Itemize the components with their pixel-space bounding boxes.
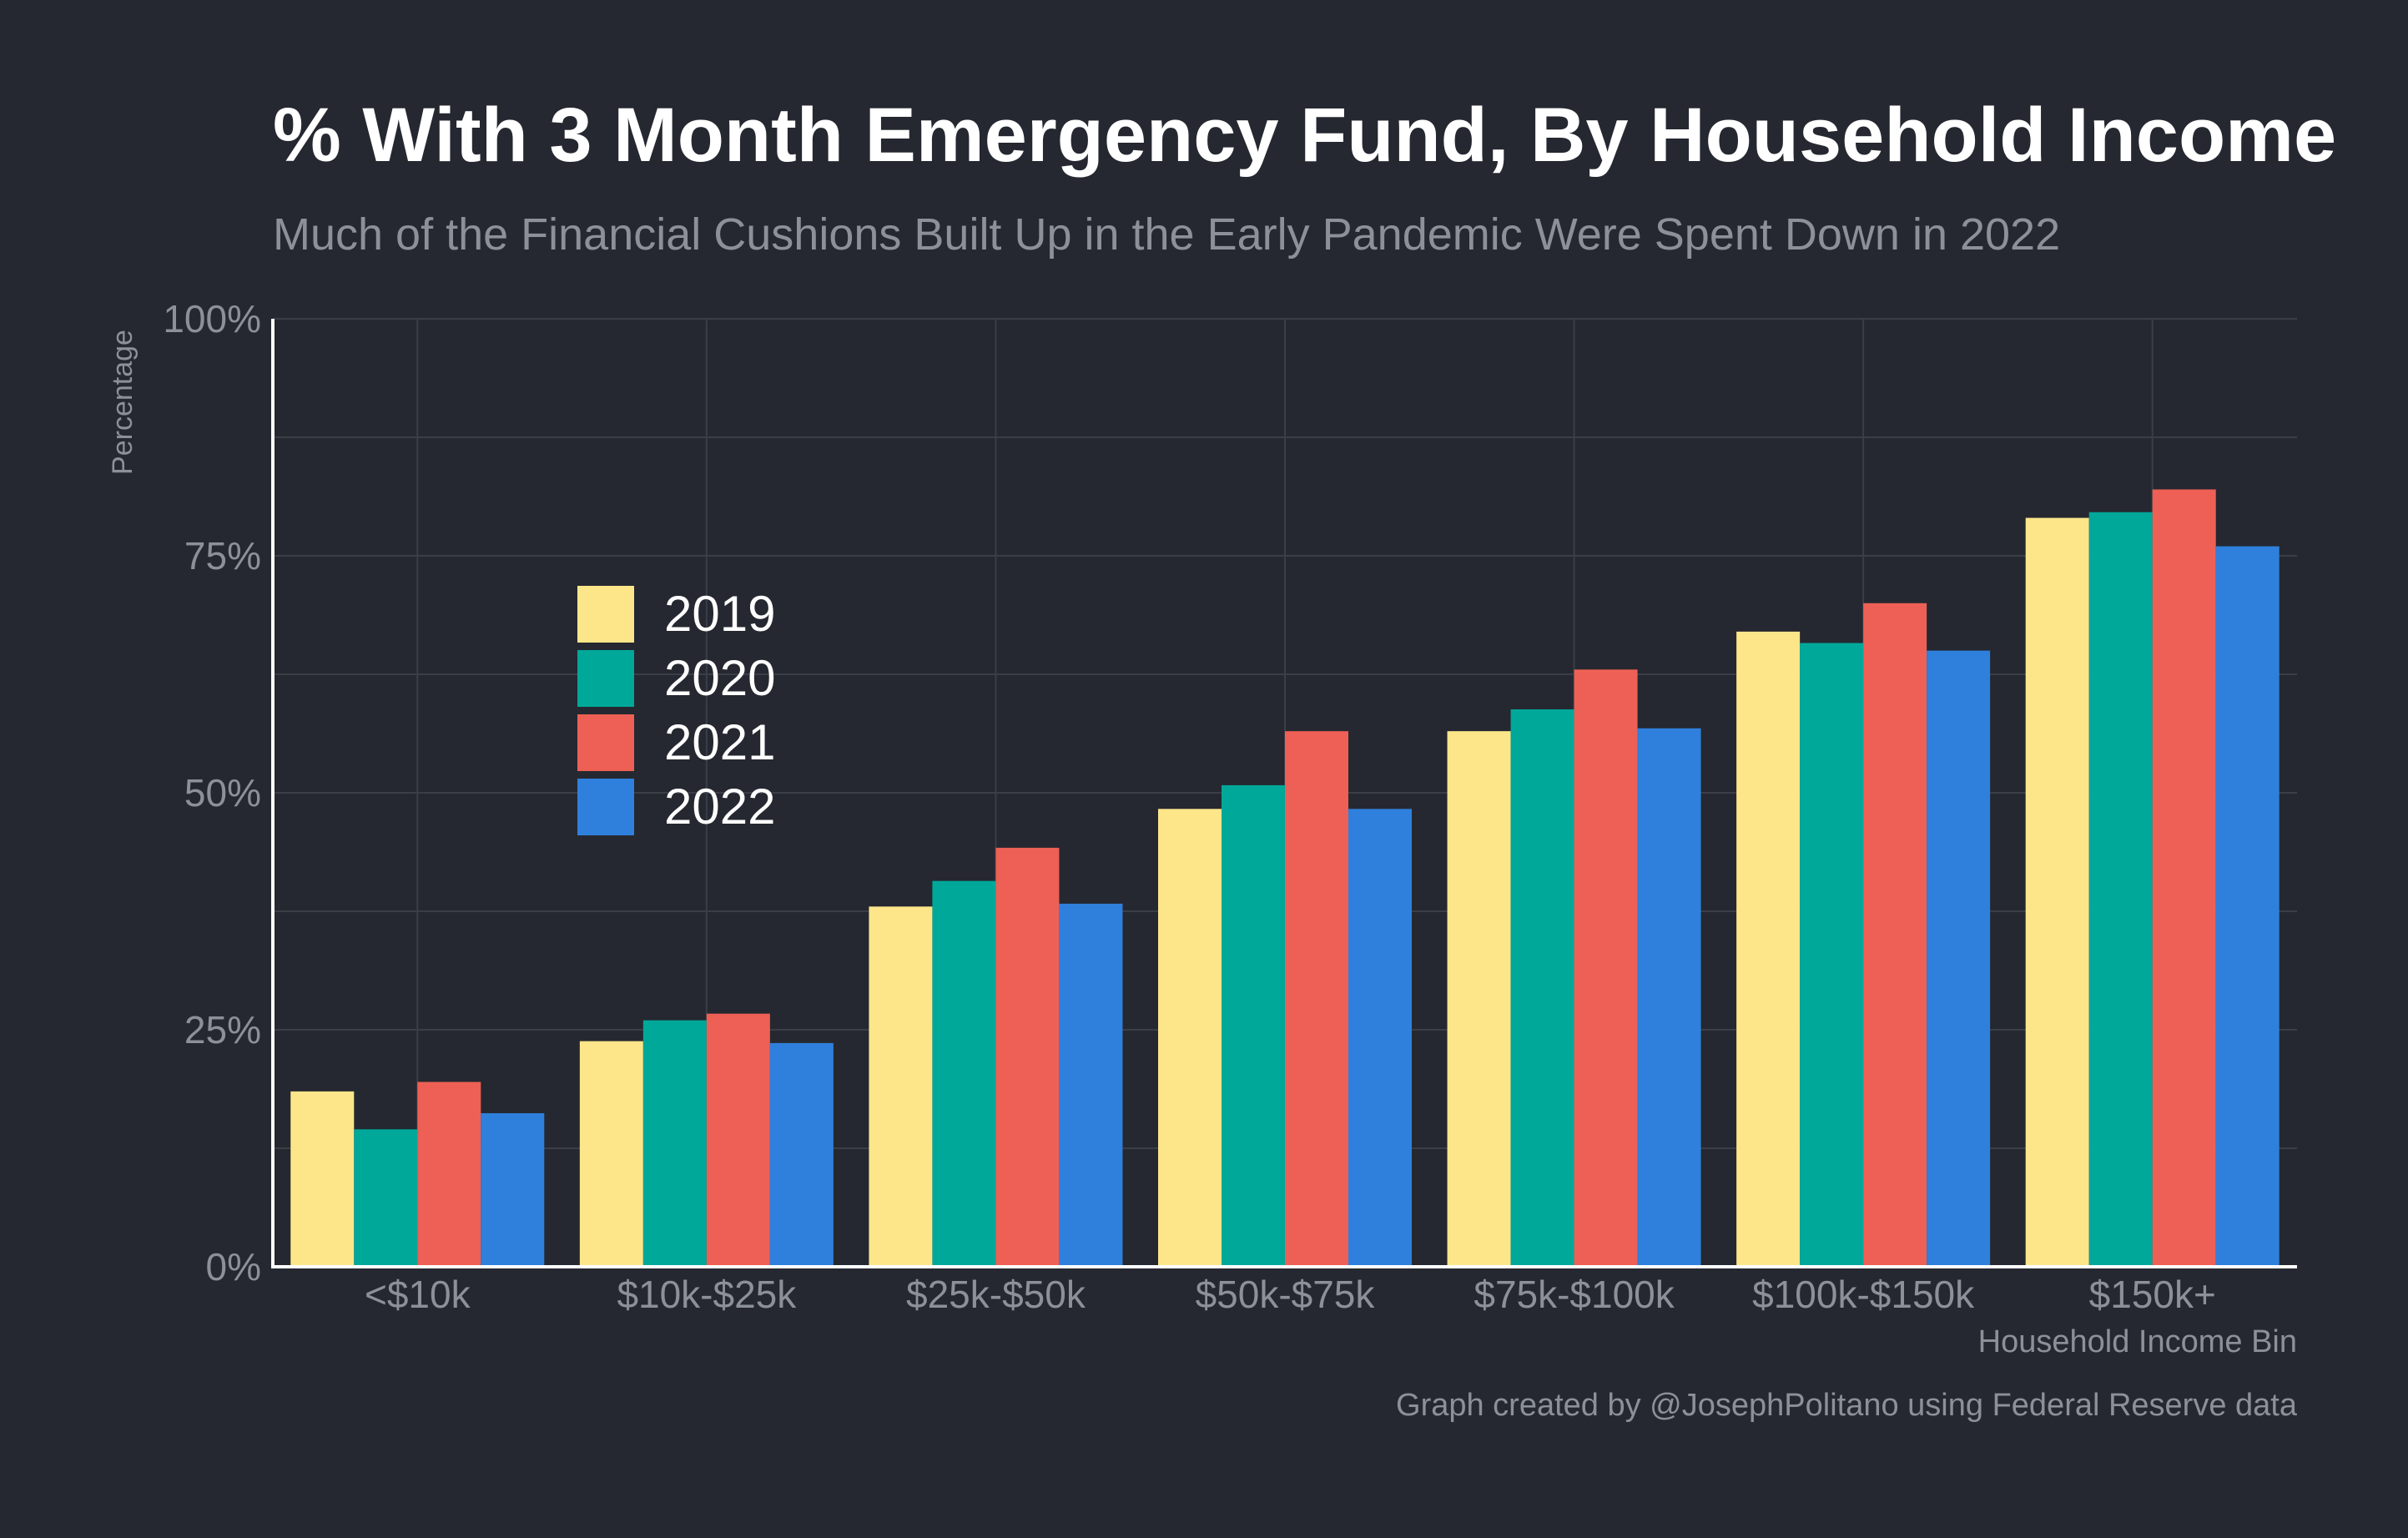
bar-2020-5 — [1800, 643, 1864, 1267]
bar-2022-1 — [769, 1042, 834, 1267]
legend-label-2022: 2022 — [664, 779, 775, 835]
bar-2022-0 — [481, 1112, 545, 1267]
x-tick-label: $100k-$150k — [1752, 1273, 1975, 1316]
bar-2020-3 — [1222, 784, 1285, 1267]
x-tick-label: <$10k — [365, 1273, 471, 1316]
axes — [271, 319, 2297, 1268]
bar-2021-3 — [1285, 731, 1348, 1267]
bar-marks — [290, 489, 2280, 1267]
x-axis-label: Household Income Bin — [1978, 1324, 2297, 1359]
legend-label-2021: 2021 — [664, 714, 775, 770]
legend: 2019 2020 2021 2022 — [577, 586, 775, 835]
legend-swatch-2019 — [577, 586, 634, 643]
legend-swatch-2020 — [577, 650, 634, 707]
bar-2021-6 — [2152, 489, 2216, 1267]
legend-label-2020: 2020 — [664, 650, 775, 706]
bar-2019-2 — [869, 906, 933, 1267]
bar-2021-0 — [417, 1082, 481, 1267]
bar-2021-1 — [706, 1013, 770, 1267]
chart-title: % With 3 Month Emergency Fund, By Househ… — [273, 93, 2337, 178]
bar-2020-4 — [1510, 709, 1574, 1267]
x-tick-label: $10k-$25k — [617, 1273, 797, 1316]
bar-2019-1 — [579, 1041, 643, 1267]
bar-2020-0 — [354, 1129, 418, 1267]
chart-subtitle: Much of the Financial Cushions Built Up … — [273, 209, 2061, 260]
bar-2019-0 — [290, 1091, 355, 1267]
bar-2022-6 — [2215, 546, 2280, 1267]
bar-2020-1 — [642, 1020, 707, 1267]
legend-swatch-2022 — [577, 779, 634, 835]
x-tick-label: $50k-$75k — [1196, 1273, 1376, 1316]
y-tick-label: 100% — [163, 297, 261, 340]
x-tick-label: $25k-$50k — [906, 1273, 1086, 1316]
bar-2021-2 — [995, 847, 1060, 1267]
bar-2019-6 — [2025, 517, 2089, 1267]
bar-2019-4 — [1447, 731, 1511, 1267]
y-tick-label: 50% — [184, 771, 261, 814]
y-tick-label: 75% — [184, 534, 261, 577]
bar-2020-2 — [932, 880, 996, 1267]
y-tick-label: 25% — [184, 1008, 261, 1051]
legend-label-2019: 2019 — [664, 586, 775, 642]
y-axis-label: Percentage — [107, 330, 139, 475]
bar-2020-6 — [2088, 512, 2153, 1267]
bar-2019-3 — [1158, 809, 1222, 1267]
y-tick-labels: 0% 25% 50% 75% 100% — [163, 297, 261, 1288]
bar-2022-3 — [1348, 809, 1412, 1267]
y-tick-label: 0% — [206, 1245, 261, 1288]
legend-swatch-2021 — [577, 714, 634, 771]
bar-2019-5 — [1736, 631, 1801, 1267]
chart-caption: Graph created by @JosephPolitano using F… — [1396, 1388, 2297, 1423]
bar-2022-5 — [1927, 650, 1991, 1267]
bar-2021-5 — [1863, 603, 1927, 1267]
x-tick-label: $75k-$100k — [1474, 1273, 1675, 1316]
bar-2022-2 — [1059, 903, 1123, 1267]
x-tick-labels: <$10k $10k-$25k $25k-$50k $50k-$75k $75k-$10… — [365, 1273, 2216, 1316]
bar-2022-4 — [1637, 728, 1701, 1267]
x-tick-label: $150k+ — [2089, 1273, 2216, 1316]
bar-2021-4 — [1574, 669, 1638, 1267]
